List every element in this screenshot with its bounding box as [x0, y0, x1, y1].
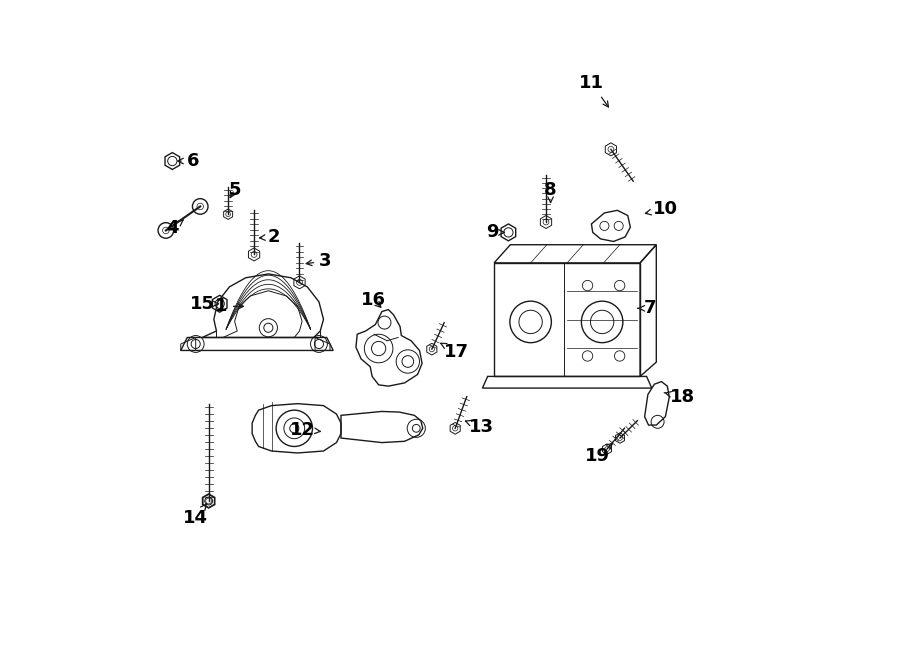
Text: 9: 9: [486, 223, 505, 242]
Text: 11: 11: [579, 74, 608, 107]
Text: 13: 13: [465, 418, 493, 436]
Text: 6: 6: [178, 152, 199, 170]
Text: 5: 5: [229, 181, 241, 199]
Text: 8: 8: [544, 181, 557, 203]
Text: 12: 12: [290, 420, 320, 439]
Text: 17: 17: [441, 343, 469, 361]
Text: 19: 19: [585, 444, 613, 465]
Text: 14: 14: [184, 504, 208, 527]
Text: 15: 15: [190, 295, 219, 312]
Text: 2: 2: [259, 228, 280, 246]
Text: 10: 10: [645, 200, 678, 218]
Text: 4: 4: [166, 220, 184, 238]
Text: 3: 3: [306, 252, 332, 270]
Text: 1: 1: [215, 297, 243, 315]
Text: 16: 16: [361, 291, 386, 309]
Text: 18: 18: [664, 388, 695, 406]
Text: 7: 7: [638, 299, 656, 317]
